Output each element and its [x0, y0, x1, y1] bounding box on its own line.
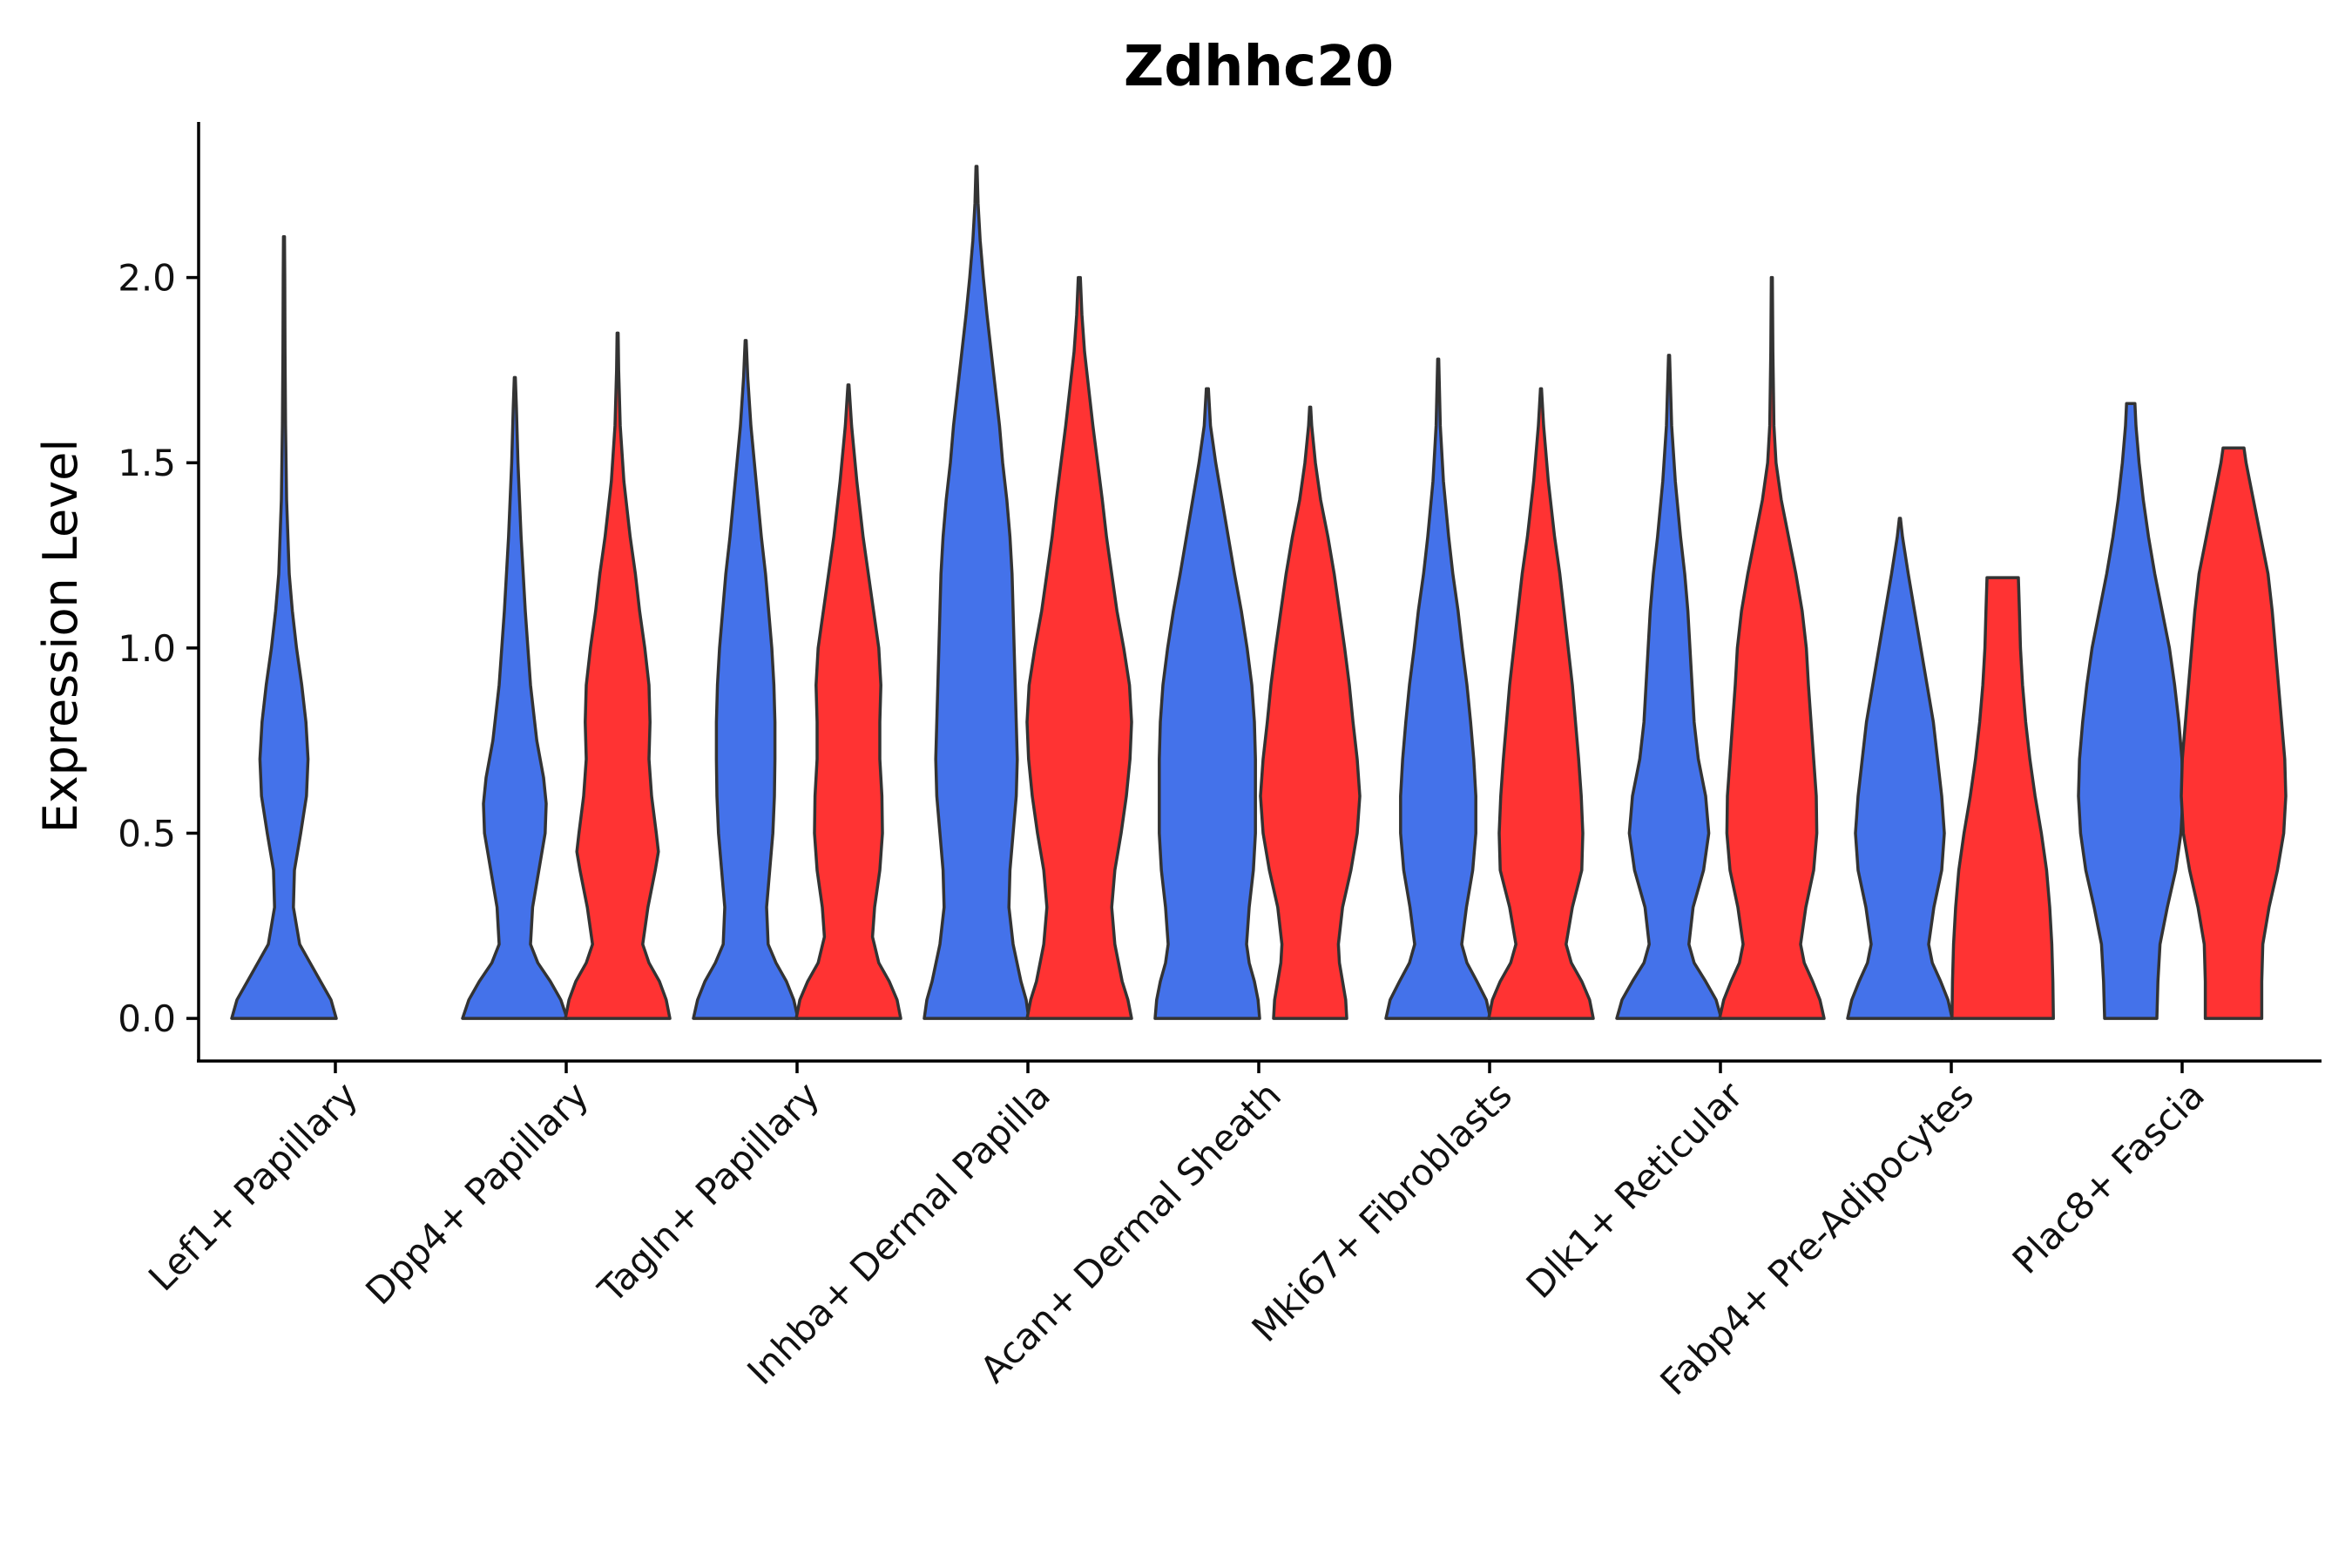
x-tick-label: Dlk1+ Reticular [1518, 1073, 1752, 1307]
y-axis-ticks: 0.0 0.5 1.0 1.5 2.0 [118, 257, 199, 1040]
violin-11-red [1487, 387, 1595, 1020]
violin-17-red [2180, 446, 2288, 1020]
y-tick-label: 1.5 [118, 442, 176, 484]
y-tick-label: 0.0 [118, 997, 176, 1040]
violin-1-blue [230, 235, 338, 1020]
violin-2-blue [461, 375, 569, 1020]
violin-14-blue [1846, 517, 1954, 1020]
violin-15-red [1950, 576, 2055, 1020]
y-tick-label: 0.5 [118, 812, 176, 855]
violin-layer [230, 165, 2288, 1020]
x-tick-label: Mki67+ Fibroblasts [1244, 1073, 1520, 1349]
violin-10-blue [1384, 357, 1492, 1020]
violin-9-red [1259, 405, 1362, 1020]
y-tick-label: 2.0 [118, 257, 176, 300]
x-tick-label: Dpp4+ Papillary [357, 1073, 597, 1313]
y-tick-label: 1.0 [118, 627, 176, 670]
violin-13-red [1718, 275, 1826, 1020]
x-tick-label: Tagln+ Papillary [590, 1073, 828, 1311]
violin-12-blue [1615, 354, 1723, 1020]
violin-3-red [564, 331, 672, 1020]
violin-6-blue [923, 165, 1031, 1020]
violin-4-blue [692, 339, 800, 1020]
violin-7-red [1025, 275, 1133, 1020]
chart-title: Zdhhc20 [1124, 35, 1394, 99]
violin-8-blue [1153, 387, 1261, 1020]
y-axis-label: Expression Level [33, 439, 88, 834]
x-tick-label: Lef1+ Papillary [140, 1073, 366, 1299]
violin-16-blue [2077, 402, 2185, 1020]
x-tick-label: Plac8+ Fascia [2004, 1073, 2213, 1281]
violin-5-red [794, 383, 902, 1020]
